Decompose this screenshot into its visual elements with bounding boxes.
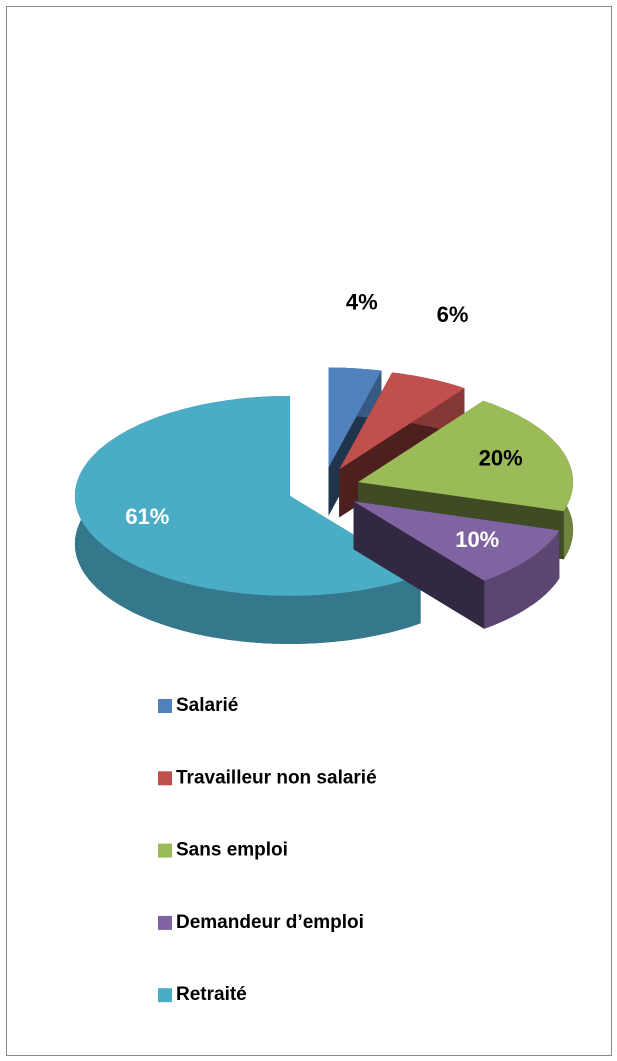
- slice-side: [484, 530, 560, 629]
- legend-label: Retraité: [176, 984, 247, 1005]
- data-label: 4%: [346, 289, 378, 314]
- legend-label: Travailleur non salarié: [176, 767, 377, 788]
- legend-swatch: [158, 988, 172, 1003]
- slice: [328, 367, 382, 468]
- data-label: 61%: [125, 504, 169, 529]
- legend-swatch: [158, 771, 172, 786]
- slice: [353, 501, 560, 581]
- legend-label: Sans emploi: [176, 840, 288, 861]
- legend-swatch: [158, 915, 172, 930]
- legend-swatch: [158, 843, 172, 858]
- slice: [339, 372, 465, 470]
- data-label: 20%: [479, 445, 523, 470]
- legend-label: Salarié: [176, 695, 238, 716]
- slice: [358, 400, 574, 512]
- slice: [74, 395, 421, 596]
- data-label: 10%: [455, 527, 499, 552]
- slice-wall: [353, 501, 485, 629]
- legend-swatch: [158, 699, 172, 713]
- legend-label: Demandeur d’emploi: [176, 912, 364, 933]
- data-label: 6%: [437, 302, 469, 327]
- legend: Salarié Travailleur non salarié Sans emplo…: [158, 695, 377, 1005]
- pie: 4% 6% 20% 10% 61%: [74, 289, 574, 644]
